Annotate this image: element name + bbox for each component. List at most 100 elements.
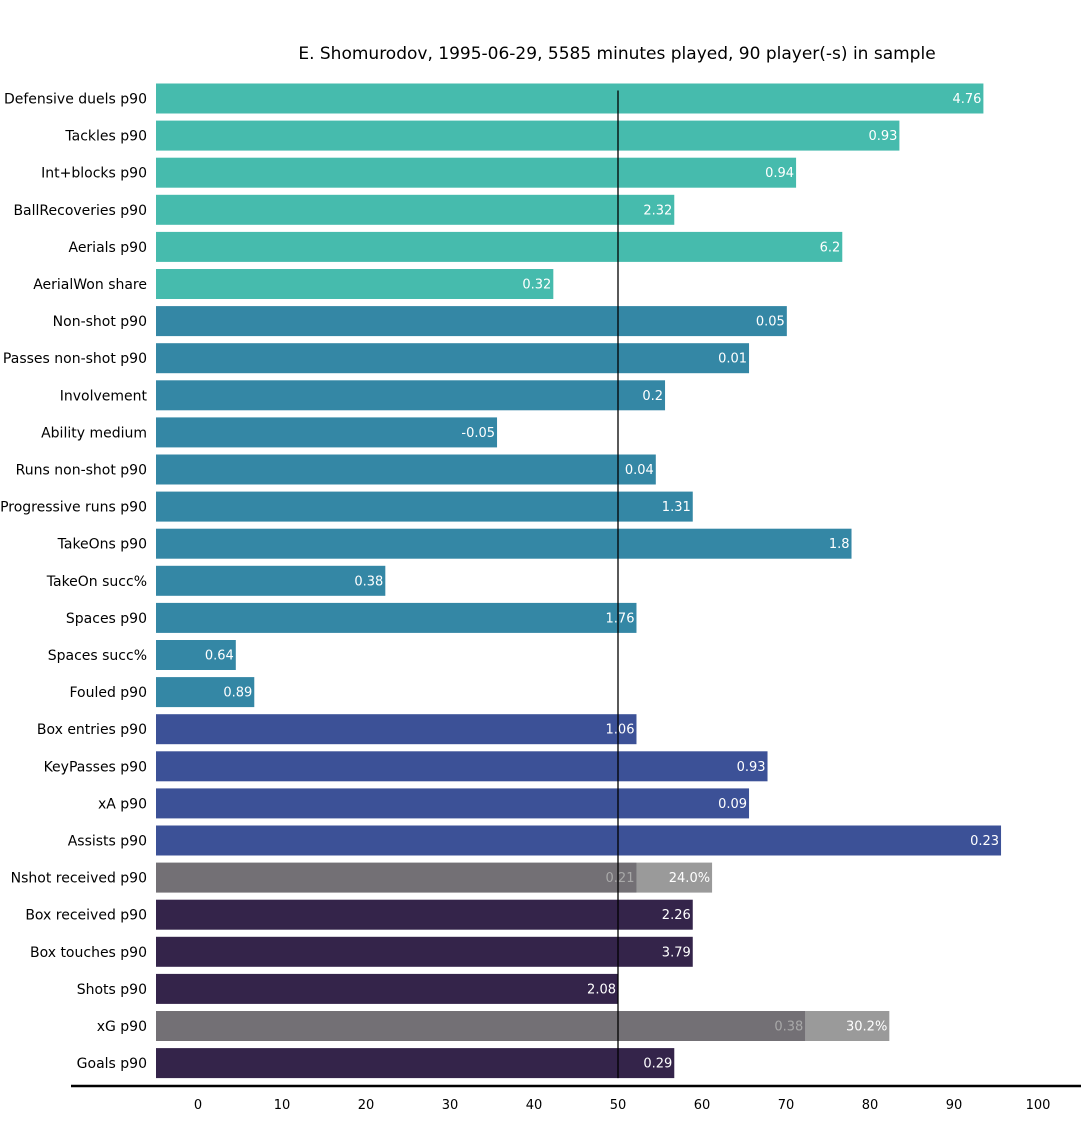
x-axis-ticks: 0 10 20 30 40 50 60 70 80 90 100 — [194, 1098, 1051, 1113]
bar-progressive-runs-p90 — [156, 491, 693, 522]
value-label-assists-p90: 0.23 — [970, 834, 999, 849]
category-label-ability-medium: Ability medium — [41, 425, 147, 441]
category-label-spaces-succ: Spaces succ% — [48, 648, 147, 664]
category-label-defensive-duels-p90: Defensive duels p90 — [4, 92, 147, 108]
value-label-int-blocks-p90: 0.94 — [765, 166, 794, 181]
category-label-aerials-p90: Aerials p90 — [68, 240, 147, 256]
bars-layer: 4.76 0.93 0.94 2.32 6.2 0.32 0.05 0.01 0.2 -0.05 0… — [156, 83, 1002, 1079]
value-label-ability-medium: -0.05 — [461, 426, 495, 441]
bar-xg-p90 — [156, 1011, 806, 1041]
x-tick-label-30: 30 — [442, 1098, 459, 1113]
bar-shots-p90 — [156, 973, 618, 1004]
category-label-takeon-succ: TakeOn succ% — [46, 574, 147, 590]
category-label-shots-p90: Shots p90 — [77, 982, 147, 998]
x-tick-label-0: 0 — [194, 1098, 202, 1113]
bar-spaces-succ — [156, 640, 236, 670]
x-tick-label-70: 70 — [778, 1098, 795, 1113]
value-label-box-touches-p90: 3.79 — [662, 945, 691, 960]
category-label-fouled-p90: Fouled p90 — [69, 685, 147, 701]
value-label-goals-p90: 0.29 — [643, 1057, 672, 1072]
chart-title: E. Shomurodov, 1995-06-29, 5585 minutes … — [298, 44, 935, 64]
bar-takeons-p90 — [156, 528, 852, 559]
value-label-keypasses-p90: 0.93 — [737, 760, 766, 775]
value-label-tackles-p90: 0.93 — [868, 129, 897, 144]
category-label-box-received-p90: Box received p90 — [25, 908, 147, 924]
x-tick-label-90: 90 — [946, 1098, 963, 1113]
bar-keypasses-p90 — [156, 751, 768, 782]
bar-involvement — [156, 380, 666, 411]
value-label-xg-p90: 0.38 — [774, 1020, 803, 1035]
bar-aerialwon-share — [156, 269, 554, 299]
bar-ballrecoveries-p90 — [156, 194, 675, 225]
value-label-spaces-p90: 1.76 — [606, 611, 635, 626]
value-label-nshot-received-p90: 0.21 — [606, 871, 635, 886]
bar-spaces-p90 — [156, 602, 637, 633]
category-label-ballrecoveries-p90: BallRecoveries p90 — [13, 203, 147, 219]
bar-non-shot-p90 — [156, 306, 787, 337]
value-label-fouled-p90: 0.89 — [223, 686, 252, 701]
x-tick-label-40: 40 — [526, 1098, 543, 1113]
x-tick-label-20: 20 — [358, 1098, 375, 1113]
bar-aerials-p90 — [156, 231, 843, 262]
category-label-tackles-p90: Tackles p90 — [64, 129, 147, 145]
value-label-ballrecoveries-p90: 2.32 — [643, 203, 672, 218]
value-label-non-shot-p90: 0.05 — [756, 315, 785, 330]
bar-xa-p90 — [156, 788, 750, 819]
bar-extension-nshot-received-p90 — [636, 862, 713, 893]
bar-box-received-p90 — [156, 899, 693, 930]
category-label-int-blocks-p90: Int+blocks p90 — [41, 166, 147, 182]
category-label-xg-p90: xG p90 — [97, 1019, 147, 1035]
value-label-spaces-succ: 0.64 — [205, 649, 234, 664]
extension-label-nshot-received-p90: 24.0% — [669, 871, 710, 886]
category-label-box-entries-p90: Box entries p90 — [37, 722, 147, 738]
x-tick-label-60: 60 — [694, 1098, 711, 1113]
bar-box-touches-p90 — [156, 936, 693, 967]
x-tick-label-10: 10 — [274, 1098, 291, 1113]
category-label-nshot-received-p90: Nshot received p90 — [11, 871, 147, 887]
value-label-progressive-runs-p90: 1.31 — [662, 500, 691, 515]
category-labels: Defensive duels p90 Tackles p90 Int+blocks… — [0, 92, 147, 1073]
category-label-keypasses-p90: KeyPasses p90 — [44, 759, 147, 775]
category-label-xa-p90: xA p90 — [98, 796, 147, 812]
bar-fouled-p90 — [156, 677, 255, 708]
value-label-runs-non-shot-p90: 0.04 — [625, 463, 654, 478]
value-label-shots-p90: 2.08 — [587, 982, 616, 997]
bar-int-blocks-p90 — [156, 157, 797, 188]
value-label-takeons-p90: 1.8 — [829, 537, 850, 552]
bar-ability-medium — [156, 417, 498, 448]
category-label-goals-p90: Goals p90 — [77, 1056, 147, 1072]
value-label-passes-non-shot-p90: 0.01 — [718, 352, 747, 367]
bar-takeon-succ — [156, 565, 386, 596]
bar-nshot-received-p90 — [156, 862, 637, 893]
category-label-spaces-p90: Spaces p90 — [66, 611, 147, 627]
bar-extension-xg-p90 — [805, 1011, 890, 1041]
bar-tackles-p90 — [156, 120, 900, 151]
extension-label-xg-p90: 30.2% — [846, 1020, 887, 1035]
value-label-box-entries-p90: 1.06 — [606, 723, 635, 738]
category-label-progressive-runs-p90: Progressive runs p90 — [0, 500, 147, 516]
category-label-takeons-p90: TakeOns p90 — [57, 537, 147, 553]
value-label-defensive-duels-p90: 4.76 — [952, 92, 981, 107]
value-label-box-received-p90: 2.26 — [662, 908, 691, 923]
x-tick-label-100: 100 — [1026, 1098, 1051, 1113]
category-label-passes-non-shot-p90: Passes non-shot p90 — [3, 351, 147, 367]
x-tick-label-80: 80 — [862, 1098, 879, 1113]
value-label-xa-p90: 0.09 — [718, 797, 747, 812]
value-label-aerialwon-share: 0.32 — [522, 278, 551, 293]
bar-goals-p90 — [156, 1048, 675, 1079]
category-label-box-touches-p90: Box touches p90 — [30, 945, 147, 961]
category-label-non-shot-p90: Non-shot p90 — [53, 314, 147, 330]
value-label-aerials-p90: 6.2 — [820, 240, 841, 255]
bar-runs-non-shot-p90 — [156, 454, 656, 485]
bar-box-entries-p90 — [156, 714, 637, 745]
bar-defensive-duels-p90 — [156, 83, 984, 114]
category-label-runs-non-shot-p90: Runs non-shot p90 — [16, 463, 147, 479]
value-label-involvement: 0.2 — [642, 389, 663, 404]
x-tick-label-50: 50 — [610, 1098, 627, 1113]
value-label-takeon-succ: 0.38 — [354, 574, 383, 589]
bar-assists-p90 — [156, 825, 1002, 856]
category-label-aerialwon-share: AerialWon share — [33, 277, 147, 293]
bar-passes-non-shot-p90 — [156, 343, 750, 374]
category-label-assists-p90: Assists p90 — [68, 834, 147, 850]
